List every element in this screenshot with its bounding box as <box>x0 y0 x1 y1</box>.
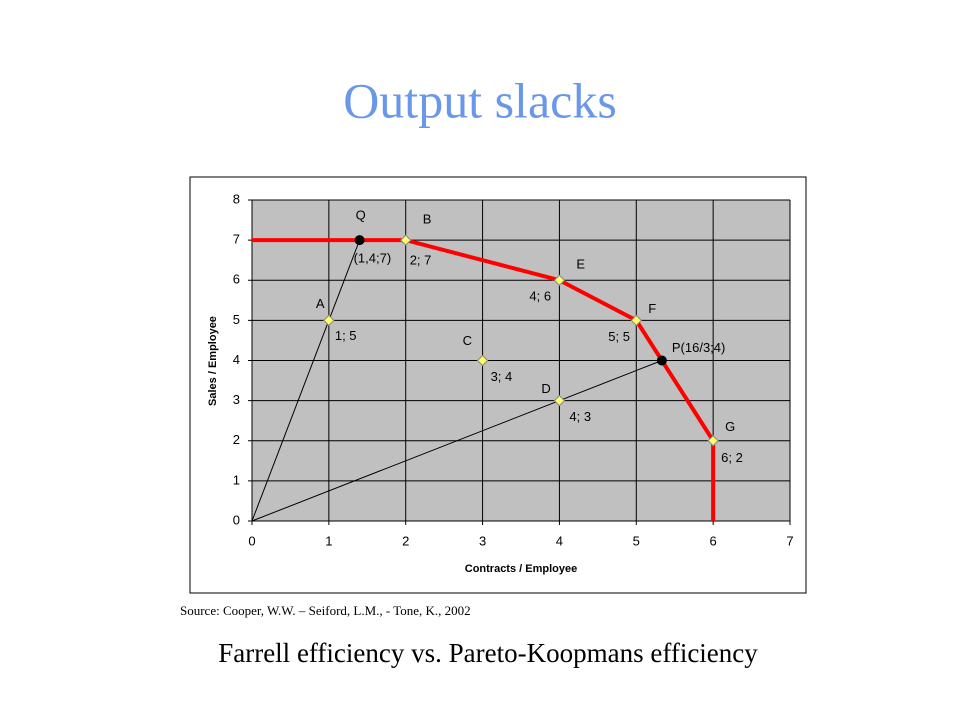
x-tick-label: 4 <box>556 533 563 548</box>
x-tick-label: 6 <box>710 533 717 548</box>
point-value-label: 6; 2 <box>721 450 743 465</box>
point-label: F <box>648 301 656 316</box>
data-point <box>323 314 335 327</box>
y-tick-label: 0 <box>233 512 240 527</box>
x-tick-label: 5 <box>633 533 640 548</box>
x-tick-label: 7 <box>786 533 793 548</box>
y-tick-label: 4 <box>233 352 240 367</box>
projection-value-label: (1,4;7) <box>354 251 392 266</box>
point-value-label: 3; 4 <box>491 369 513 384</box>
data-point <box>400 234 412 246</box>
projection-point <box>354 235 365 246</box>
data-point <box>553 274 566 286</box>
y-tick-label: 8 <box>233 191 240 206</box>
projection-point <box>656 355 667 366</box>
y-tick-label: 3 <box>233 392 240 407</box>
point-label: A <box>316 296 325 311</box>
source: Source: Cooper, W.W. – Seiford, L.M., - … <box>180 603 471 618</box>
point-label: G <box>725 419 735 434</box>
x-tick-label: 3 <box>479 533 486 548</box>
y-tick-label: 6 <box>233 272 240 287</box>
y-axis-title: Sales / Employee <box>207 316 219 406</box>
data-point <box>707 435 719 447</box>
y-tick-label: 5 <box>233 312 240 327</box>
point-value-label: 4; 3 <box>569 409 591 424</box>
point-value-label: 4; 6 <box>529 289 551 304</box>
point-label: C <box>463 333 472 348</box>
x-tick-label: 2 <box>402 533 409 548</box>
slide-title: Output slacks <box>343 72 617 128</box>
point-value-label: 1; 5 <box>335 328 357 343</box>
point-value-label: 2; 7 <box>410 253 432 268</box>
point-label: D <box>541 381 550 396</box>
ray <box>251 239 361 522</box>
projection-label: Q <box>356 208 366 223</box>
y-tick-label: 1 <box>233 472 240 487</box>
data-point <box>476 354 489 367</box>
data-point <box>630 314 642 327</box>
x-axis-title: Contracts / Employee <box>465 563 577 575</box>
y-tick-label: 2 <box>233 432 240 447</box>
frontier <box>252 238 716 521</box>
projection-label: P(16/3;4) <box>672 340 725 355</box>
data-point <box>553 394 566 407</box>
point-label: B <box>423 212 432 227</box>
x-tick-label: 0 <box>248 533 255 548</box>
ray <box>251 360 663 522</box>
subtitle: Farrell efficiency vs. Pareto-Koopmans e… <box>218 638 758 668</box>
point-label: E <box>576 257 585 272</box>
y-tick-label: 7 <box>233 232 240 247</box>
x-tick-label: 1 <box>325 533 332 548</box>
point-value-label: 5; 5 <box>608 329 630 344</box>
